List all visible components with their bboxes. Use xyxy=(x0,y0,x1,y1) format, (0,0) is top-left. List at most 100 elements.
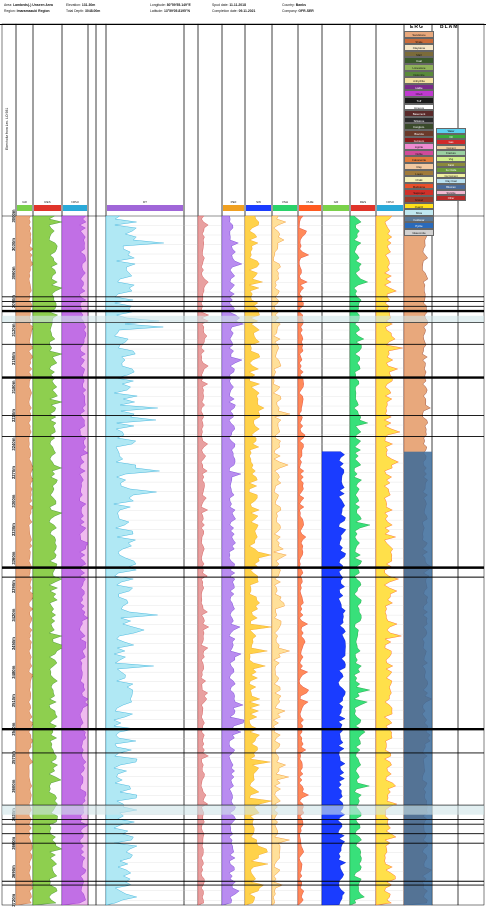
track-header-label: RES xyxy=(44,200,50,204)
depth-label: 3150m xyxy=(11,352,16,365)
legend-item-marlstone: Marlstone xyxy=(404,182,434,190)
track-header-phie xyxy=(299,205,321,211)
header-company: Company: GFR-SER xyxy=(282,9,314,13)
facies-item-water: Water xyxy=(436,128,466,134)
depth-label: 3060m xyxy=(11,266,16,279)
pef2-fill xyxy=(271,215,291,906)
legend-title-erg: ERG xyxy=(410,24,424,30)
log-header: Area: Lambeds(-) Unseen Area Region: Ima… xyxy=(0,0,486,25)
track-header-label: RES xyxy=(360,200,366,204)
facies-item-bitumen: Bitumen xyxy=(436,184,466,190)
gr-fill xyxy=(15,215,34,906)
facies-item-fracture: Fracture xyxy=(436,150,466,156)
legend-title-blam: BLAM xyxy=(440,24,459,30)
header-area: Area: Lambeds(-) Unseen Area xyxy=(4,3,53,7)
track-header-vsh xyxy=(273,205,297,211)
track-border xyxy=(457,23,485,906)
header-country: Country: Banks xyxy=(282,3,306,7)
legend-item-marl: Marl xyxy=(404,50,434,58)
facies-item-oil: Oil xyxy=(436,133,466,140)
res2-fill xyxy=(197,215,210,906)
legend-item-loess: Loess xyxy=(404,169,434,177)
track-header-label: NPHI xyxy=(386,200,393,204)
depth-label: 3450m xyxy=(11,637,16,650)
header-elevation: Elevation: 131.30m xyxy=(66,3,96,7)
facies-item-ca-cement: Ca Cement xyxy=(436,172,466,179)
facies-item-karst: Karst xyxy=(436,161,466,168)
track-header-nphi xyxy=(63,205,87,211)
depth-label: 3120m xyxy=(11,323,16,336)
phie2-fill xyxy=(375,215,403,906)
legend-item-halite: Halite xyxy=(404,83,434,91)
facies-item-gas: Gas xyxy=(436,139,466,145)
depth-label: 3690m xyxy=(11,865,16,878)
chert-band xyxy=(62,216,88,905)
highlight-interval xyxy=(2,315,484,323)
legend-item-feldspar: Feldspar xyxy=(404,215,434,223)
legend-item-basement: Basement xyxy=(404,110,434,117)
facies-item-clay-coat: Clay Coat xyxy=(436,178,466,184)
legend-item-coal: Coal xyxy=(404,57,434,64)
dt-fill xyxy=(61,215,89,906)
depth-label: 3570m xyxy=(11,751,16,764)
track-header-dt xyxy=(107,205,183,211)
header-spud-date: Spud date: 11.11.2018 xyxy=(212,3,246,7)
depth-label: 3180m xyxy=(11,380,16,393)
track-header-pef xyxy=(223,205,244,211)
track-header-gr xyxy=(323,205,349,211)
depth-label: 3300m xyxy=(11,494,16,507)
legend-item-oolite: Oolite xyxy=(404,149,434,157)
legend-item-anhydrite: Anhydrite xyxy=(404,77,434,84)
legend-item-gravel: Gravel xyxy=(404,196,434,203)
facies-item-other: Other xyxy=(436,195,466,201)
depth-label: 3480m xyxy=(11,665,16,678)
vsh-fill xyxy=(349,215,371,906)
depth-label: 3000m xyxy=(11,209,16,222)
legend-item-shale: Shale xyxy=(404,37,434,45)
track-header-label: SW xyxy=(256,200,261,204)
depth-label: 3030m xyxy=(11,238,16,251)
depth-label: 3240m xyxy=(11,437,16,450)
nphi-fill xyxy=(105,215,164,906)
header-total-depth: Total Depth: 3048.00m xyxy=(66,9,101,13)
legend-item-sapropel: Sapropel xyxy=(404,189,434,196)
track-header-nphi xyxy=(377,205,403,211)
phie-fill xyxy=(297,215,310,906)
litho-lower xyxy=(404,451,432,905)
legend-item-mica: Mica xyxy=(404,209,434,216)
depth-label: 3510m xyxy=(11,694,16,707)
legend-item-tuff: Tuff xyxy=(404,97,434,104)
side-label: Ebenholtz from Lec. LO 981 xyxy=(5,108,9,150)
highlight-interval xyxy=(2,805,484,815)
track-header-label: PHIE xyxy=(306,200,313,204)
legend-item-claystone: Claystone xyxy=(404,44,434,51)
pef-fill xyxy=(244,215,273,906)
track-header-label: NPHI xyxy=(71,200,78,204)
dt2-fill xyxy=(221,215,245,906)
legend-item-clay: Clay xyxy=(404,163,434,170)
legend-item-conglom-: Conglom. xyxy=(404,123,434,130)
track-border xyxy=(183,23,199,906)
legend-item-dolomite: Dolomite xyxy=(404,70,434,78)
track-header-label: GR xyxy=(22,200,27,204)
legend-item-sandstone: Sandstone xyxy=(404,31,434,38)
track-header-res xyxy=(351,205,375,211)
track-border xyxy=(87,23,97,906)
legend-item-breccia: Breccia xyxy=(404,130,434,137)
depth-label: 3720m xyxy=(11,893,16,906)
legend-item-glauconite: Glauconite xyxy=(404,229,434,236)
legend-item-chert: Chert xyxy=(404,90,434,97)
track-header-label: VSH xyxy=(282,200,288,204)
depth-label: 3420m xyxy=(11,608,16,621)
depth-label: 3360m xyxy=(11,551,16,564)
depth-label: 3390m xyxy=(11,580,16,593)
track-header-sw xyxy=(246,205,271,211)
legend-item-calcarenite: Calcarenite xyxy=(404,156,434,163)
track-header-gr xyxy=(17,205,32,211)
legend-item-chalk: Chalk xyxy=(404,176,434,183)
legend-item-lignite: Lignite xyxy=(404,143,434,150)
header-completion-date: Completion date: 09.11.2021 xyxy=(212,9,256,13)
depth-label: 3270m xyxy=(11,466,16,479)
sw-fill xyxy=(321,451,347,906)
